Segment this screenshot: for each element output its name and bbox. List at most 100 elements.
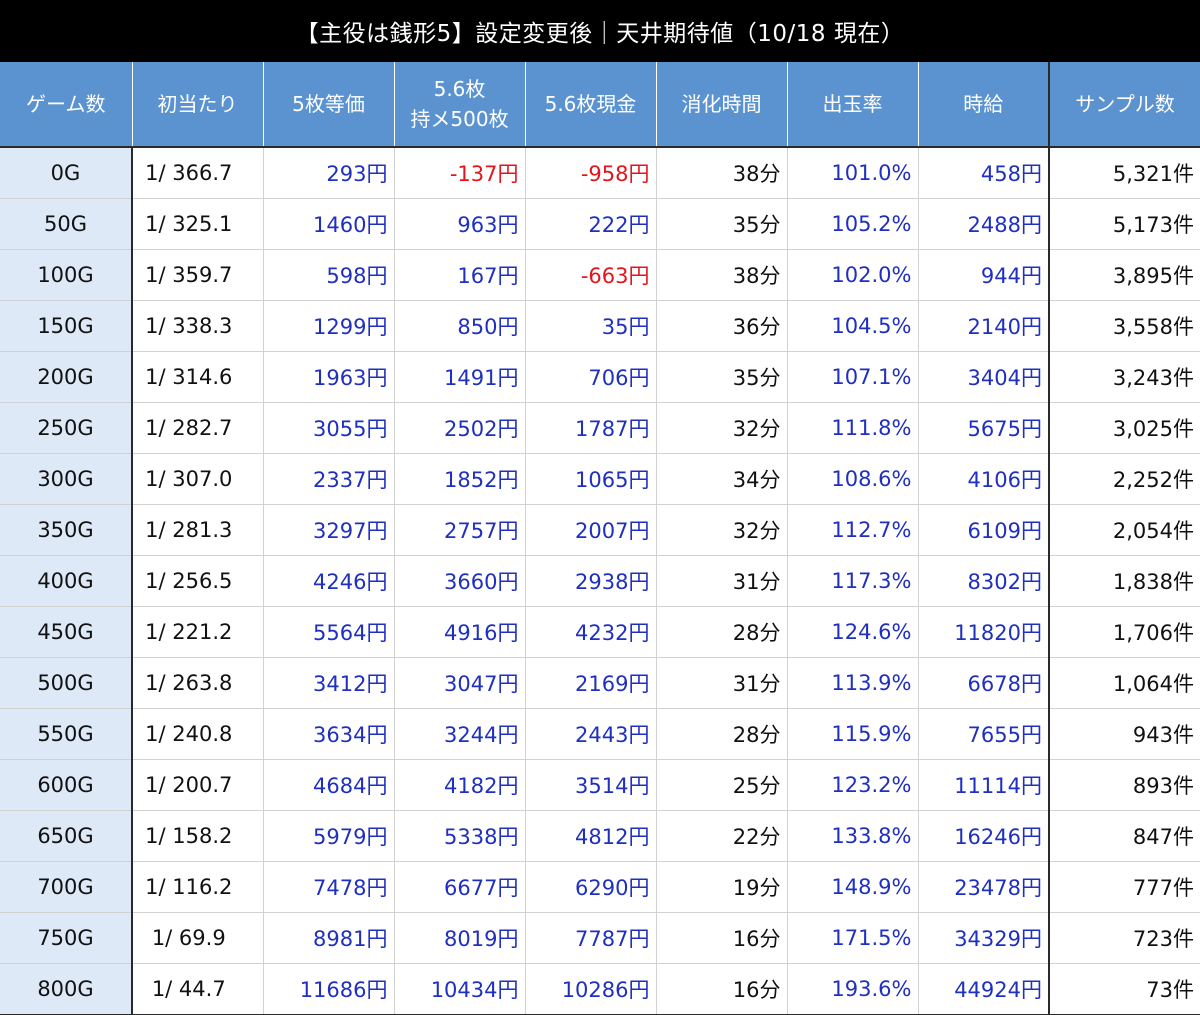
cell-hourly: 944円 [918, 249, 1050, 301]
cell-cash56: 7787円 [525, 912, 657, 964]
cell-hold500: 963円 [394, 198, 526, 250]
cell-payout: 117.3% [787, 555, 919, 607]
header-hold500-line2: 持メ500枚 [410, 107, 509, 131]
cell-first-hit: 1/ 366.7 [132, 147, 264, 199]
cell-hold500: 3047円 [394, 657, 526, 709]
cell-cash56: 2007円 [525, 504, 657, 556]
cell-hold500: 2757円 [394, 504, 526, 556]
table-row: 650G 1/ 158.2 5979円 5338円 4812円 22分 133.8% 1624… [0, 810, 1200, 862]
cell-hold500: -137円 [394, 147, 526, 199]
cell-cash56: 10286円 [525, 963, 657, 1015]
table-row: 200G 1/ 314.6 1963円 1491円 706円 35分 107.1% 3404円… [0, 351, 1200, 403]
cell-cash56: 6290円 [525, 861, 657, 913]
cell-game: 0G [0, 147, 133, 199]
cell-hold500: 6677円 [394, 861, 526, 913]
cell-equiv5: 3634円 [263, 708, 395, 760]
cell-time: 31分 [656, 657, 788, 709]
table-row: 800G 1/ 44.7 11686円 10434円 10286円 16分 193.6% 44… [0, 963, 1200, 1015]
cell-equiv5: 5564円 [263, 606, 395, 658]
table-row: 100G 1/ 359.7 598円 167円 -663円 38分 102.0% 944円 3,… [0, 249, 1200, 301]
cell-first-hit: 1/ 69.9 [132, 912, 264, 964]
table-row: 150G 1/ 338.3 1299円 850円 35円 36分 104.5% 2140円 3,… [0, 300, 1200, 352]
cell-equiv5: 598円 [263, 249, 395, 301]
cell-hold500: 5338円 [394, 810, 526, 862]
cell-hourly: 23478円 [918, 861, 1050, 913]
cell-samples: 2,054件 [1048, 504, 1200, 556]
table-title: 【主役は銭形5】設定変更後｜天井期待値（10/18 現在） [0, 0, 1200, 62]
cell-time: 32分 [656, 402, 788, 454]
cell-payout: 113.9% [787, 657, 919, 709]
cell-cash56: 2169円 [525, 657, 657, 709]
cell-samples: 5,321件 [1048, 147, 1200, 199]
cell-time: 35分 [656, 198, 788, 250]
cell-payout: 102.0% [787, 249, 919, 301]
cell-game: 150G [0, 300, 133, 352]
cell-time: 16分 [656, 963, 788, 1015]
table-row: 400G 1/ 256.5 4246円 3660円 2938円 31分 117.3% 8302… [0, 555, 1200, 607]
header-hourly: 時給 [917, 62, 1050, 148]
cell-first-hit: 1/ 281.3 [132, 504, 264, 556]
cell-first-hit: 1/ 200.7 [132, 759, 264, 811]
cell-equiv5: 5979円 [263, 810, 395, 862]
cell-cash56: 2938円 [525, 555, 657, 607]
cell-cash56: 1787円 [525, 402, 657, 454]
cell-time: 22分 [656, 810, 788, 862]
cell-equiv5: 293円 [263, 147, 395, 199]
cell-game: 600G [0, 759, 133, 811]
cell-samples: 3,025件 [1048, 402, 1200, 454]
cell-first-hit: 1/ 221.2 [132, 606, 264, 658]
cell-hourly: 4106円 [918, 453, 1050, 505]
cell-first-hit: 1/ 359.7 [132, 249, 264, 301]
cell-first-hit: 1/ 158.2 [132, 810, 264, 862]
cell-game: 300G [0, 453, 133, 505]
cell-equiv5: 7478円 [263, 861, 395, 913]
cell-first-hit: 1/ 338.3 [132, 300, 264, 352]
cell-hold500: 8019円 [394, 912, 526, 964]
header-row: ゲーム数 初当たり 5枚等価 5.6枚 持メ500枚 5.6枚現金 消化時間 出… [0, 62, 1200, 148]
table-row: 50G 1/ 325.1 1460円 963円 222円 35分 105.2% 2488円 5,… [0, 198, 1200, 250]
cell-hold500: 167円 [394, 249, 526, 301]
cell-hourly: 11820円 [918, 606, 1050, 658]
cell-hourly: 44924円 [918, 963, 1050, 1015]
cell-samples: 3,558件 [1048, 300, 1200, 352]
cell-time: 36分 [656, 300, 788, 352]
cell-game: 800G [0, 963, 133, 1015]
cell-payout: 104.5% [787, 300, 919, 352]
table-row: 300G 1/ 307.0 2337円 1852円 1065円 34分 108.6% 4106… [0, 453, 1200, 505]
table-body: 0G 1/ 366.7 293円 -137円 -958円 38分 101.0% 458円 5,3… [0, 147, 1200, 1015]
cell-samples: 73件 [1048, 963, 1200, 1015]
cell-hourly: 5675円 [918, 402, 1050, 454]
header-first-hit: 初当たり [131, 62, 264, 148]
cell-samples: 2,252件 [1048, 453, 1200, 505]
cell-first-hit: 1/ 263.8 [132, 657, 264, 709]
cell-samples: 3,895件 [1048, 249, 1200, 301]
cell-time: 35分 [656, 351, 788, 403]
cell-samples: 777件 [1048, 861, 1200, 913]
cell-samples: 5,173件 [1048, 198, 1200, 250]
table-row: 500G 1/ 263.8 3412円 3047円 2169円 31分 113.9% 6678… [0, 657, 1200, 709]
cell-cash56: 222円 [525, 198, 657, 250]
cell-time: 34分 [656, 453, 788, 505]
cell-payout: 105.2% [787, 198, 919, 250]
cell-first-hit: 1/ 44.7 [132, 963, 264, 1015]
cell-hourly: 8302円 [918, 555, 1050, 607]
cell-samples: 1,064件 [1048, 657, 1200, 709]
cell-samples: 1,706件 [1048, 606, 1200, 658]
cell-cash56: 4232円 [525, 606, 657, 658]
table-row: 700G 1/ 116.2 7478円 6677円 6290円 19分 148.9% 2347… [0, 861, 1200, 913]
cell-payout: 112.7% [787, 504, 919, 556]
cell-game: 650G [0, 810, 133, 862]
cell-time: 31分 [656, 555, 788, 607]
cell-cash56: -663円 [525, 249, 657, 301]
cell-equiv5: 11686円 [263, 963, 395, 1015]
cell-hourly: 6678円 [918, 657, 1050, 709]
table-row: 450G 1/ 221.2 5564円 4916円 4232円 28分 124.6% 1182… [0, 606, 1200, 658]
cell-payout: 107.1% [787, 351, 919, 403]
cell-cash56: 3514円 [525, 759, 657, 811]
table-row: 250G 1/ 282.7 3055円 2502円 1787円 32分 111.8% 5675… [0, 402, 1200, 454]
cell-equiv5: 3412円 [263, 657, 395, 709]
cell-equiv5: 4246円 [263, 555, 395, 607]
table-row: 600G 1/ 200.7 4684円 4182円 3514円 25分 123.2% 1111… [0, 759, 1200, 811]
header-payout: 出玉率 [786, 62, 919, 148]
cell-game: 450G [0, 606, 133, 658]
